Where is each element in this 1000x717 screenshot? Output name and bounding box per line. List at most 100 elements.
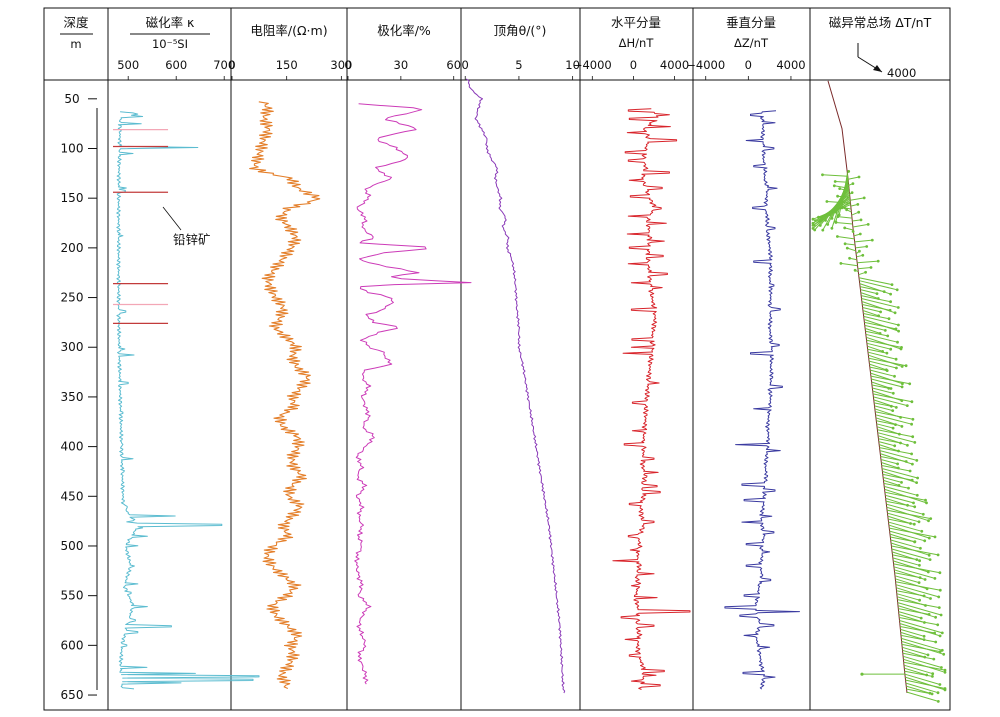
dt-vector-head <box>839 262 843 265</box>
dt-vector-head <box>937 595 941 599</box>
dt-vector-head <box>912 522 916 526</box>
dt-vector <box>850 197 865 201</box>
polarization-x-tick-label: 30 <box>394 58 409 72</box>
dZ-x-tick-label: 4000 <box>776 58 805 72</box>
dt-vector-head <box>896 462 899 466</box>
dt-vector <box>883 482 909 489</box>
dt-borehole-trajectory <box>827 80 908 694</box>
dt-vector-head <box>866 223 870 226</box>
dt-vector <box>870 375 910 385</box>
dt-vector-head <box>826 223 830 226</box>
dt-vector <box>889 530 925 542</box>
dt-vector <box>877 432 915 443</box>
dt-vector <box>862 307 881 313</box>
dt-vector <box>887 509 931 520</box>
dt-vector <box>888 521 922 532</box>
dt-vector-head <box>893 311 897 315</box>
depth-tick-label: 100 <box>61 141 84 155</box>
dip-curve <box>466 78 566 694</box>
dt-vector <box>891 548 931 561</box>
depth-header: 深度 m <box>60 15 93 51</box>
dt-vector <box>859 286 885 293</box>
dt-vector-head <box>821 228 825 232</box>
dt-vector-head <box>929 597 932 600</box>
dt-vector <box>895 584 939 598</box>
dt-vector-head <box>931 675 934 678</box>
dt-vector <box>897 599 940 609</box>
dt-vector <box>893 566 936 579</box>
dt-vector <box>897 602 942 616</box>
dip-header: 顶角θ/(°) <box>494 23 547 38</box>
dt-vector-head <box>894 406 898 409</box>
dt-vector-head <box>894 423 897 426</box>
dt-vector <box>882 476 902 483</box>
depth-tick-label: 550 <box>61 589 84 603</box>
dt-vector-head <box>811 227 815 230</box>
dt-vector-head <box>894 357 898 361</box>
dt-vector-head <box>908 382 912 386</box>
dt-vector <box>860 292 879 299</box>
dt-vector-head <box>858 232 862 236</box>
dt-vector-head <box>940 631 944 635</box>
dt-vector-head <box>879 310 882 314</box>
dt-vector <box>868 354 903 367</box>
depth-tick-label: 600 <box>61 638 84 652</box>
dt-vector-head <box>888 308 892 312</box>
dt-vector <box>884 491 926 501</box>
dt-vector <box>859 283 891 295</box>
dt-vector <box>898 608 930 615</box>
dt-vector-head <box>918 598 921 602</box>
dt-vector <box>871 384 889 389</box>
dt-vector <box>903 664 933 675</box>
dh-header: 水平分量 ΔH/nT <box>611 15 661 50</box>
dt-vector-head <box>936 691 940 695</box>
dt-vector <box>835 222 853 225</box>
dt-vector-head <box>862 196 866 200</box>
dt-vector <box>905 676 946 691</box>
resistivity-x-tick-label: 150 <box>276 58 298 72</box>
dt-vector-head <box>900 346 903 349</box>
dt-vector <box>854 239 873 243</box>
dt-vector-head <box>936 700 940 703</box>
dt-vector <box>871 378 903 388</box>
dt-vector-head <box>925 501 928 505</box>
dt-vector <box>905 679 946 689</box>
dt-vector-head <box>900 385 904 389</box>
dt-vector-head <box>900 481 903 484</box>
dt-vector <box>900 628 925 637</box>
dt-vector <box>822 174 848 177</box>
dz-title: 垂直分量 <box>726 15 776 30</box>
dt-vector <box>875 414 912 425</box>
dt-vector-head <box>836 235 839 238</box>
dt-vector-head <box>915 481 918 484</box>
dt-vector <box>892 557 920 566</box>
dt-vector <box>868 357 907 367</box>
dt-vector <box>905 682 939 694</box>
dt-vector-head <box>890 404 893 408</box>
dt-vector-head <box>913 441 917 444</box>
dt-vector <box>866 339 902 348</box>
dt-vector-head <box>938 588 942 592</box>
dt-vector <box>855 246 867 249</box>
ore-annotation: 铅锌矿 <box>162 206 211 247</box>
dt-vector-head <box>891 391 895 395</box>
dt-vector-head <box>907 486 910 490</box>
dt-vector-head <box>860 672 864 676</box>
dt-vector-head <box>918 576 922 579</box>
dt-vector <box>861 298 899 308</box>
dt-vector-head <box>836 194 839 198</box>
dt-vector-head <box>811 217 815 221</box>
dt-vector-head <box>924 498 927 502</box>
dt-vector-head <box>940 648 944 652</box>
dt-vector <box>869 363 887 371</box>
dt-vector-head <box>905 404 909 407</box>
dt-vector-head <box>811 221 815 225</box>
dt-vector-head <box>889 300 892 304</box>
dt-vector <box>893 560 929 573</box>
dt-vector <box>847 176 860 180</box>
dt-vector-head <box>883 329 887 332</box>
dt-scale-label: 4000 <box>887 66 916 80</box>
dt-vector <box>901 643 941 653</box>
dt-vector-head <box>937 606 941 609</box>
